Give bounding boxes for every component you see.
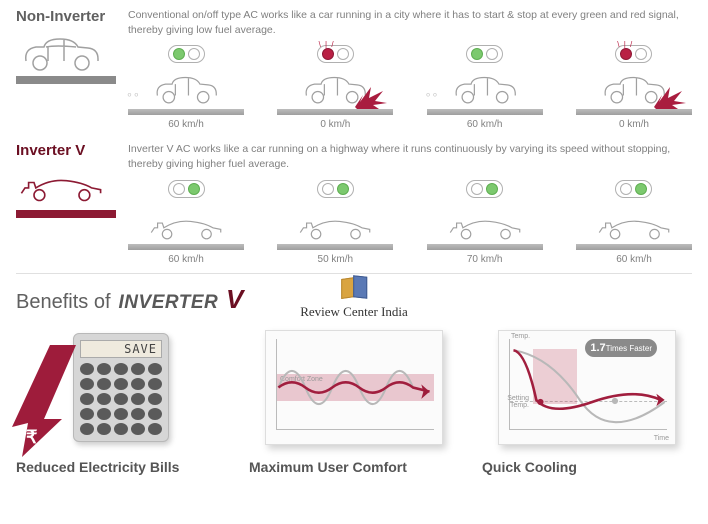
road-strip: [16, 210, 116, 218]
speed-label: 50 km/h: [277, 254, 393, 265]
traffic-light-icon: [168, 45, 205, 63]
benefit-card-comfort: Comfort Zone Maximum User Comfort: [249, 323, 459, 475]
rupee-symbol: ₹: [26, 427, 38, 447]
iv-cell-3: 60 km/h: [576, 180, 692, 265]
iv-cell-2: 70 km/h: [427, 180, 543, 265]
sports-car-icon: [16, 165, 106, 209]
speed-label: 70 km/h: [427, 254, 543, 265]
traffic-light-icon: [317, 180, 354, 198]
benefits-header: Benefits of INVERTER V Review Center Ind…: [0, 278, 708, 317]
traffic-light-icon: [615, 180, 652, 198]
ni-cell-0: ∘∘ 60 km/h: [128, 45, 244, 130]
ni-cell-3: \ | / 0 km/h: [576, 45, 692, 130]
noninverter-description: Conventional on/off type AC works like a…: [128, 8, 692, 37]
calculator-icon: SAVE: [73, 333, 169, 442]
inverterv-description: Inverter V AC works like a car running o…: [128, 142, 692, 171]
inverterv-label-block: Inverter V: [16, 142, 116, 218]
ni-cell-1: \ | / 0 km/h: [277, 45, 393, 130]
inverterv-lane: 60 km/h 50 km/h 70 km/h 60 km/h: [128, 180, 692, 265]
benefit-card-savings: ₹ SAVE Reduced Electricity Bills: [16, 323, 226, 475]
cooling-chart: Temp. Setting Temp. Time 1.7Times Faster: [498, 330, 676, 445]
noninverter-lane: ∘∘ 60 km/h \ | / 0 km/h: [128, 45, 692, 130]
speed-label: 60 km/h: [427, 119, 543, 130]
traffic-light-icon: [466, 180, 503, 198]
speed-label: 60 km/h: [576, 254, 692, 265]
compact-car-icon: [147, 71, 225, 107]
speed-label: 0 km/h: [277, 119, 393, 130]
sports-car-icon: [437, 212, 533, 242]
exhaust-puff-icon: ∘∘: [425, 88, 439, 101]
comfort-chart: Comfort Zone: [265, 330, 443, 445]
calculator-screen: SAVE: [80, 340, 162, 358]
noninverter-label-block: Non-Inverter: [16, 8, 116, 84]
speed-label: 60 km/h: [128, 119, 244, 130]
benefit-caption: Quick Cooling: [482, 459, 692, 475]
sports-car-icon: [586, 212, 682, 242]
benefits-prefix: Benefits of: [16, 291, 111, 314]
pill-value: 1.7: [590, 342, 605, 354]
brand-text: INVERTER: [119, 292, 219, 313]
iv-cell-1: 50 km/h: [277, 180, 393, 265]
speed-pill: 1.7Times Faster: [585, 339, 657, 357]
speed-label: 60 km/h: [128, 254, 244, 265]
compact-car-icon: [446, 71, 524, 107]
down-arrow-icon: ₹: [4, 339, 86, 459]
inverterv-title: Inverter V: [16, 142, 116, 159]
traffic-light-icon: \ | /: [317, 45, 354, 63]
benefit-caption: Reduced Electricity Bills: [16, 459, 226, 475]
noninverter-title: Non-Inverter: [16, 8, 116, 25]
traffic-light-icon: [168, 180, 205, 198]
pill-unit: Times Faster: [606, 344, 652, 353]
benefit-caption: Maximum User Comfort: [249, 459, 459, 475]
traffic-light-icon: [466, 45, 503, 63]
sports-car-icon: [287, 212, 383, 242]
books-icon: [337, 274, 371, 302]
ni-cell-2: ∘∘ 60 km/h: [427, 45, 543, 130]
crash-burst-icon: [652, 83, 688, 109]
speed-label: 0 km/h: [576, 119, 692, 130]
inverter-v-logo: INVERTER V: [119, 284, 244, 315]
traffic-light-icon: \ | /: [615, 45, 652, 63]
sports-car-icon: [138, 212, 234, 242]
crash-burst-icon: [353, 83, 389, 109]
wave-lines-icon: [266, 331, 442, 444]
exhaust-puff-icon: ∘∘: [126, 88, 140, 101]
iv-cell-0: 60 km/h: [128, 180, 244, 265]
compact-car-icon: [16, 31, 106, 75]
watermark-review-center: Review Center India: [300, 274, 408, 320]
brand-v: V: [226, 284, 244, 314]
benefit-card-cooling: Temp. Setting Temp. Time 1.7Times Faster: [482, 323, 692, 475]
road-strip: [16, 76, 116, 84]
watermark-text: Review Center India: [300, 304, 408, 320]
